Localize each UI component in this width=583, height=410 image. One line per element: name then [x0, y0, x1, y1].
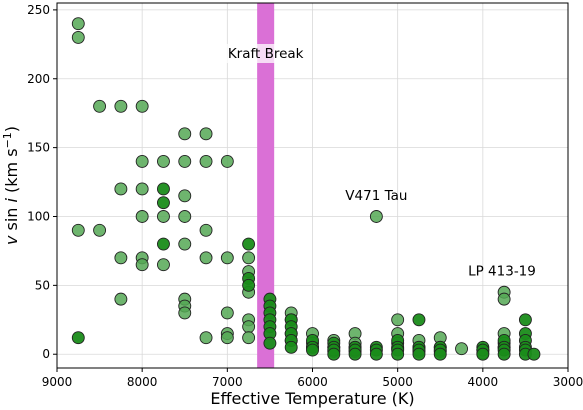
data-point [412, 347, 426, 361]
grid-lines [56, 3, 569, 368]
data-point [135, 258, 149, 272]
x-axis-ticks: 9000 8000 7000 6000 5000 4000 3000 [42, 368, 583, 389]
data-point [157, 196, 170, 210]
data-point [263, 336, 277, 350]
x-tick-label: 4000 [468, 375, 499, 389]
y-label-close: ) [2, 126, 21, 132]
data-point [93, 223, 107, 237]
annotations: V471 Tau LP 413-19 [345, 188, 536, 280]
y-label-i: i [2, 197, 21, 202]
data-point [71, 30, 85, 44]
data-point [157, 154, 170, 168]
data-point [135, 210, 149, 223]
y-tick-label: 250 [27, 3, 50, 17]
x-axis-title: Effective Temperature (K) [210, 389, 414, 408]
data-point [242, 331, 256, 345]
data-point [242, 278, 256, 292]
data-point [242, 251, 256, 265]
y-tick-label: 100 [27, 209, 50, 223]
data-points [71, 17, 541, 361]
data-point [178, 237, 192, 251]
data-point [497, 292, 511, 306]
data-point [369, 210, 383, 223]
x-tick-label: 3000 [553, 375, 583, 389]
data-point [369, 347, 383, 361]
y-label-unit: (km s [2, 148, 21, 198]
data-point [199, 251, 213, 265]
data-point [455, 342, 468, 356]
data-point [157, 237, 170, 251]
y-tick-label: 150 [27, 141, 50, 155]
y-axis-title: v sin i (km s−1) [1, 126, 21, 245]
kraft-break-band [257, 3, 275, 368]
data-point [135, 154, 149, 168]
data-point [220, 251, 234, 265]
data-point [178, 127, 192, 141]
data-point [199, 127, 213, 141]
data-point [391, 347, 405, 361]
data-point [157, 258, 170, 272]
data-point [220, 331, 234, 345]
data-point [135, 99, 149, 113]
x-tick-label: 6000 [297, 375, 328, 389]
data-point [306, 343, 319, 357]
data-point [199, 331, 213, 345]
data-point [433, 347, 447, 361]
data-point [178, 306, 192, 320]
data-point [391, 313, 405, 327]
data-point [178, 210, 192, 223]
data-point [220, 306, 234, 320]
data-point [157, 182, 170, 196]
data-point [93, 99, 107, 113]
data-point [199, 223, 213, 237]
data-point [242, 320, 256, 334]
data-point [135, 182, 149, 196]
data-point [114, 182, 128, 196]
data-point [71, 331, 85, 345]
data-point [327, 347, 341, 361]
data-point [518, 313, 532, 327]
kraft-break-label-background [224, 44, 307, 63]
data-point [476, 347, 490, 361]
data-point [348, 347, 362, 361]
y-tick-label: 50 [35, 278, 50, 292]
data-point [242, 237, 256, 251]
kraft-break-label: Kraft Break [228, 46, 304, 62]
data-point [412, 313, 426, 327]
y-label-v: v [2, 235, 21, 245]
y-tick-label: 0 [42, 347, 50, 361]
data-point [178, 189, 192, 203]
data-point [220, 154, 234, 168]
y-axis-ticks: 0 50 100 150 200 250 [27, 3, 57, 361]
data-point [114, 292, 128, 306]
data-point [71, 223, 85, 237]
y-label-sin: sin [2, 202, 21, 235]
data-point [178, 154, 192, 168]
x-tick-label: 8000 [127, 375, 158, 389]
data-point [71, 17, 85, 31]
data-point [527, 347, 541, 361]
x-tick-label: 5000 [382, 375, 413, 389]
x-tick-label: 9000 [42, 375, 73, 389]
y-tick-label: 200 [27, 72, 50, 86]
data-point [114, 251, 128, 265]
x-tick-label: 7000 [212, 375, 243, 389]
data-point [497, 347, 511, 361]
annotation-label: V471 Tau [345, 188, 407, 204]
data-point [199, 154, 213, 168]
data-point [114, 99, 128, 113]
annotation-label: LP 413-19 [468, 264, 536, 280]
data-point [157, 210, 170, 223]
data-point [284, 340, 298, 354]
y-label-exp: −1 [1, 132, 14, 148]
